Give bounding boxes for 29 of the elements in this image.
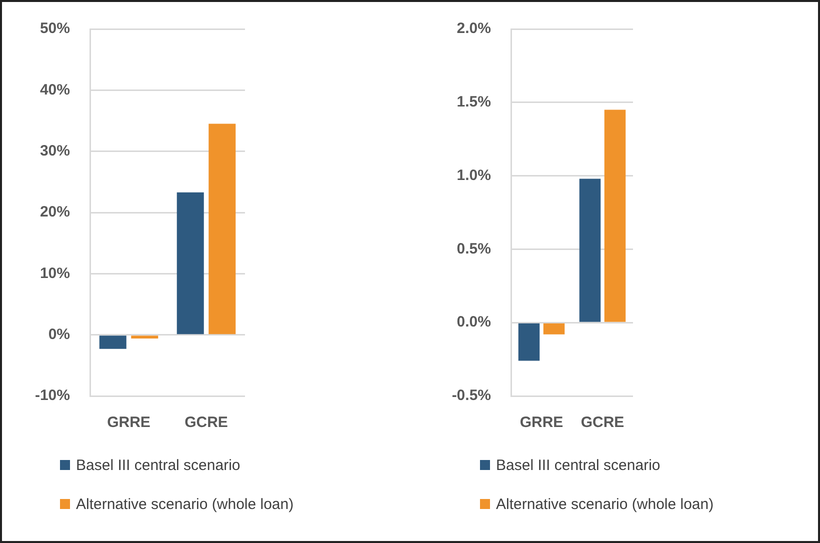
legend-label: Alternative scenario (whole loan): [496, 496, 714, 512]
bar: [208, 124, 236, 334]
bar: [131, 336, 158, 339]
bar: [518, 323, 540, 361]
legend-label: Alternative scenario (whole loan): [76, 496, 294, 512]
y-tick-label: 2.0%: [456, 20, 491, 38]
y-tick-label: 50%: [40, 20, 70, 38]
legend-label: Basel III central scenario: [76, 456, 240, 474]
y-tick-label: 40%: [40, 81, 70, 98]
bar: [176, 192, 204, 334]
y-tick-label: -0.5%: [452, 387, 491, 404]
y-tick-label: 0%: [48, 326, 70, 343]
bar: [99, 336, 126, 349]
bar: [579, 178, 601, 322]
x-tick-label: GRRE: [107, 414, 150, 432]
x-tick-label: GCRE: [580, 414, 624, 432]
y-tick-label: 0.5%: [456, 240, 491, 258]
bar: [543, 323, 565, 334]
x-tick-label: GRRE: [520, 414, 564, 432]
y-tick-label: 1.0%: [456, 166, 491, 184]
y-tick-label: 30%: [40, 142, 70, 160]
y-tick-label: 10%: [40, 264, 70, 282]
y-tick-label: 20%: [40, 204, 70, 221]
x-tick-label: GCRE: [184, 414, 228, 432]
y-tick-label: -10%: [34, 387, 70, 404]
legend-label: Basel III central scenario: [496, 456, 660, 474]
y-tick-label: 1.5%: [456, 94, 491, 111]
y-tick-label: 0.0%: [456, 314, 491, 331]
bar: [604, 110, 626, 322]
